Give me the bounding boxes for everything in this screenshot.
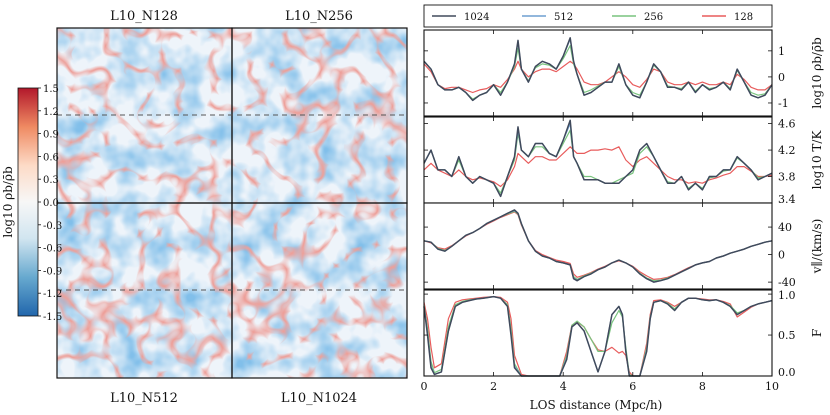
y-axis-label: log10 ρb/ρ̄b — [810, 37, 824, 109]
line-panel-1: 1 0 -1 log10 ρb/ρ̄b — [423, 29, 824, 117]
y-tick-label: 1.0 — [778, 289, 796, 302]
colorbar-tick-label: 0.9 — [43, 130, 59, 141]
legend: 1024 512 256 128 — [423, 4, 773, 28]
series-line-1024 — [423, 119, 773, 198]
colorbar-tick-label: 0.0 — [43, 198, 59, 209]
y-tick-label: 40 — [778, 221, 792, 234]
panel-title: L10_N256 — [285, 9, 353, 24]
x-tick-label: 6 — [629, 380, 636, 393]
series-line-128 — [423, 60, 773, 94]
y-tick-label: 4.6 — [778, 118, 796, 131]
y-tick-label: -40 — [778, 276, 796, 289]
colorbar-tick-label: -0.6 — [43, 244, 62, 255]
y-tick-label: 4.2 — [778, 144, 796, 157]
y-tick-label: 3.8 — [778, 171, 796, 184]
y-axis-label: v∥/(km/s) — [810, 219, 824, 275]
legend-label: 1024 — [464, 12, 489, 23]
y-tick-label: 0 — [778, 249, 785, 262]
series-line-1024 — [423, 209, 773, 283]
y-axis-label: F — [810, 329, 824, 337]
x-axis-label: LOS distance (Mpc/h) — [530, 398, 663, 412]
x-tick-label: 4 — [560, 380, 567, 393]
colorbar-tick-label: -0.9 — [43, 266, 62, 277]
colorbar-label: log10 ρb/ρ̄b — [1, 166, 15, 238]
legend-label: 512 — [554, 12, 573, 23]
series-line-1024 — [423, 37, 773, 102]
y-tick-label: 0 — [778, 71, 785, 84]
colorbar-tick-label: -1.5 — [43, 312, 62, 323]
y-axis-label: log10 T/K — [810, 130, 824, 190]
density-map-panels: L10_N128 L10_N256 L10_N512 L10_N1024 — [56, 9, 408, 406]
panel-title: L10_N128 — [110, 9, 178, 24]
panel-title: L10_N1024 — [281, 391, 357, 406]
line-panel-4: 1.0 0.5 0.0 F — [423, 289, 824, 379]
y-tick-label: 1 — [778, 45, 785, 58]
x-tick-label: 2 — [490, 380, 497, 393]
x-tick-label: 8 — [699, 380, 706, 393]
y-tick-label: -1 — [778, 97, 789, 110]
line-panel-2: 4.6 4.2 3.8 3.4 log10 T/K — [423, 116, 824, 206]
legend-label: 128 — [734, 12, 753, 23]
x-tick-label: 0 — [421, 380, 428, 393]
series-line-1024 — [423, 295, 773, 377]
colorbar-tick-label: 1.5 — [43, 84, 59, 95]
line-panel-3: 40 0 -40 v∥/(km/s) — [423, 202, 824, 290]
x-tick-label: 10 — [765, 380, 779, 393]
colorbar-tick-label: -1.2 — [43, 289, 62, 300]
legend-label: 256 — [644, 12, 663, 23]
panel-title: L10_N512 — [110, 391, 178, 406]
colorbar-tick-label: 0.3 — [43, 175, 59, 186]
colorbar-tick-label: -0.3 — [43, 221, 62, 232]
y-tick-label: 0.5 — [778, 329, 796, 342]
y-tick-label: 0.0 — [778, 366, 796, 379]
colorbar: 1.5 1.2 0.9 0.6 0.3 0.0 -0.3 -0.6 -0.9 -1.2 -1.5 l… — [1, 84, 62, 323]
y-tick-label: 3.4 — [778, 193, 796, 206]
colorbar-tick-label: 0.6 — [43, 152, 59, 163]
colorbar-tick-label: 1.2 — [43, 107, 59, 118]
